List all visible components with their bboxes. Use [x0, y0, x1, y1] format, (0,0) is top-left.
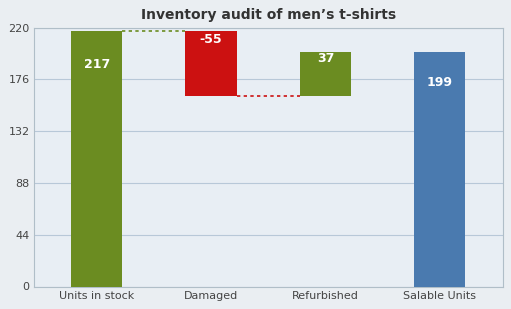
Title: Inventory audit of men’s t-shirts: Inventory audit of men’s t-shirts	[141, 8, 396, 22]
Text: 37: 37	[317, 52, 334, 65]
Bar	[299, 52, 351, 96]
Text: 199: 199	[427, 76, 453, 89]
Text: 217: 217	[83, 58, 110, 71]
Bar	[185, 31, 237, 96]
Text: -55: -55	[200, 33, 222, 46]
Bar	[414, 52, 466, 286]
Bar	[71, 31, 123, 286]
